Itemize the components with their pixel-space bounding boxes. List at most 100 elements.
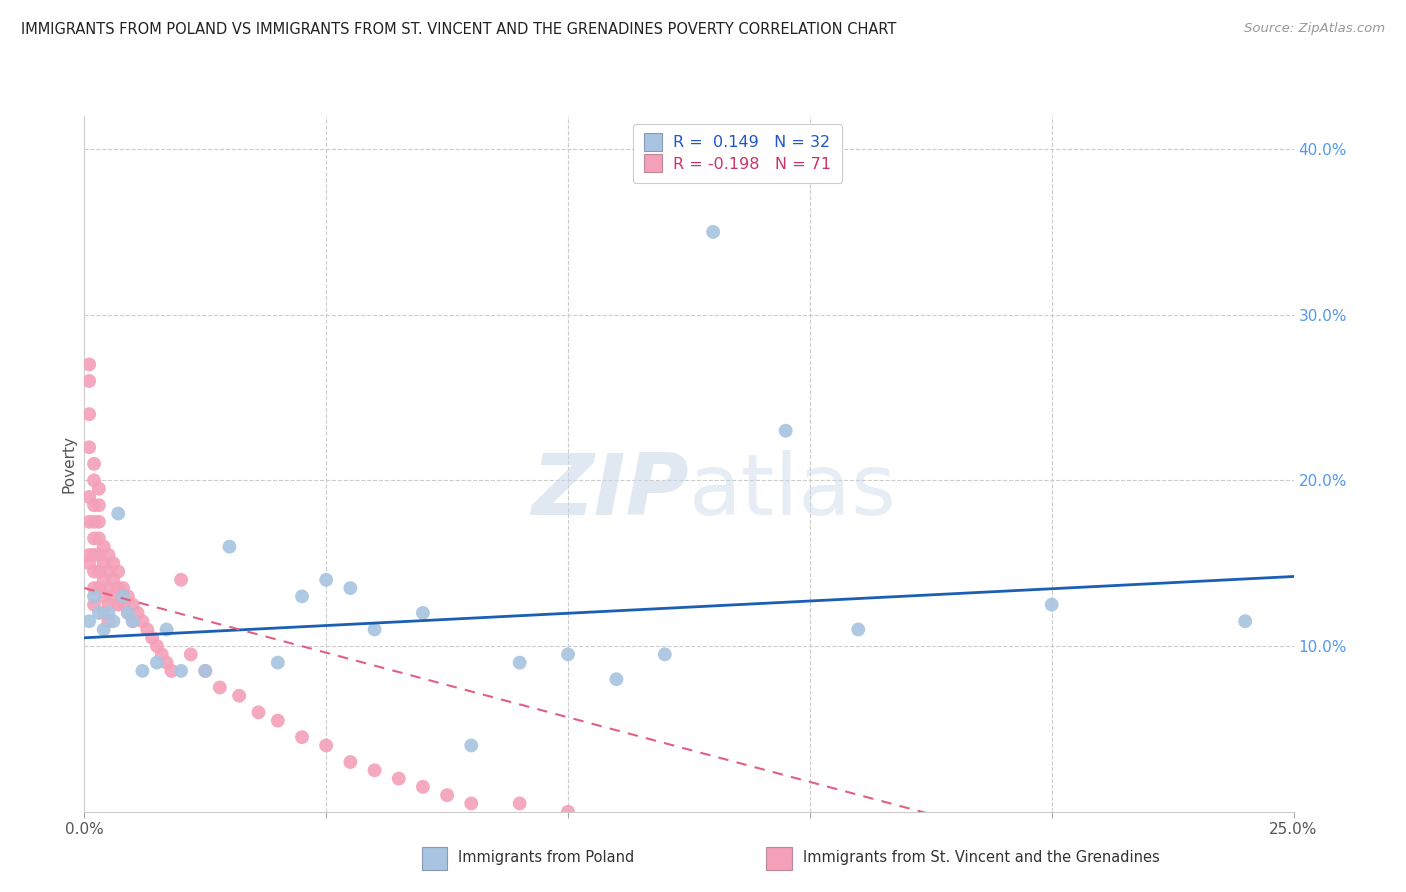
- Point: [180, 648, 202, 662]
- Point: [557, 648, 579, 662]
- Point: [77, 490, 100, 504]
- Text: Source: ZipAtlas.com: Source: ZipAtlas.com: [1244, 22, 1385, 36]
- Point: [103, 614, 125, 628]
- Point: [97, 581, 120, 595]
- Point: [194, 664, 217, 678]
- Point: [83, 548, 105, 562]
- Point: [83, 565, 105, 579]
- Point: [83, 598, 105, 612]
- Point: [267, 656, 290, 670]
- Point: [83, 581, 105, 595]
- Point: [121, 614, 143, 628]
- Point: [83, 457, 105, 471]
- Point: [83, 532, 105, 546]
- Point: [77, 407, 100, 421]
- Point: [131, 614, 153, 628]
- Point: [83, 474, 105, 488]
- Point: [97, 565, 120, 579]
- Point: [654, 648, 676, 662]
- Point: [146, 656, 169, 670]
- Point: [97, 548, 120, 562]
- Point: [97, 598, 120, 612]
- Point: [412, 606, 434, 620]
- Point: [87, 515, 110, 529]
- Text: Immigrants from Poland: Immigrants from Poland: [458, 850, 634, 865]
- Point: [117, 606, 139, 620]
- Point: [121, 598, 143, 612]
- Point: [93, 540, 115, 554]
- Point: [775, 424, 797, 438]
- Point: [339, 581, 361, 595]
- Point: [291, 730, 314, 744]
- Point: [77, 556, 100, 570]
- Point: [97, 606, 120, 620]
- Point: [107, 581, 129, 595]
- Point: [112, 581, 135, 595]
- Point: [846, 623, 869, 637]
- Point: [117, 590, 139, 604]
- Point: [97, 614, 120, 628]
- Point: [363, 623, 385, 637]
- Point: [83, 515, 105, 529]
- Point: [363, 764, 385, 778]
- Point: [605, 672, 627, 686]
- Point: [87, 532, 110, 546]
- Point: [103, 590, 125, 604]
- Point: [87, 482, 110, 496]
- Point: [194, 664, 217, 678]
- Point: [315, 739, 337, 753]
- Point: [83, 498, 105, 512]
- Point: [93, 573, 115, 587]
- Point: [93, 556, 115, 570]
- Point: [112, 598, 135, 612]
- Point: [131, 664, 153, 678]
- Point: [87, 565, 110, 579]
- Point: [291, 590, 314, 604]
- Point: [460, 797, 482, 811]
- Point: [77, 614, 100, 628]
- Point: [112, 590, 135, 604]
- Point: [107, 507, 129, 521]
- Point: [87, 548, 110, 562]
- Point: [77, 358, 100, 372]
- Point: [460, 739, 482, 753]
- Point: [77, 548, 100, 562]
- Point: [127, 606, 149, 620]
- Point: [1234, 614, 1257, 628]
- Y-axis label: Poverty: Poverty: [60, 434, 76, 493]
- Point: [107, 565, 129, 579]
- Point: [388, 772, 411, 786]
- Point: [339, 755, 361, 769]
- Point: [436, 788, 458, 802]
- Point: [315, 573, 337, 587]
- Point: [1040, 598, 1063, 612]
- Point: [77, 440, 100, 454]
- Point: [141, 631, 163, 645]
- Point: [103, 556, 125, 570]
- Point: [170, 664, 193, 678]
- Legend: R =  0.149   N = 32, R = -0.198   N = 71: R = 0.149 N = 32, R = -0.198 N = 71: [633, 124, 842, 183]
- Point: [136, 623, 159, 637]
- Text: Immigrants from St. Vincent and the Grenadines: Immigrants from St. Vincent and the Gren…: [803, 850, 1160, 865]
- Point: [107, 598, 129, 612]
- Point: [77, 374, 100, 388]
- Point: [103, 573, 125, 587]
- Point: [702, 225, 724, 239]
- Point: [87, 606, 110, 620]
- Text: IMMIGRANTS FROM POLAND VS IMMIGRANTS FROM ST. VINCENT AND THE GRENADINES POVERTY: IMMIGRANTS FROM POLAND VS IMMIGRANTS FRO…: [21, 22, 897, 37]
- Point: [160, 664, 183, 678]
- Point: [170, 573, 193, 587]
- Point: [155, 623, 177, 637]
- Point: [150, 648, 173, 662]
- Point: [267, 714, 290, 728]
- Point: [218, 540, 240, 554]
- Text: ZIP: ZIP: [531, 450, 689, 533]
- Point: [83, 590, 105, 604]
- Point: [77, 515, 100, 529]
- Point: [557, 805, 579, 819]
- Text: atlas: atlas: [689, 450, 897, 533]
- Point: [509, 797, 531, 811]
- Point: [412, 780, 434, 794]
- Point: [509, 656, 531, 670]
- Point: [228, 689, 250, 703]
